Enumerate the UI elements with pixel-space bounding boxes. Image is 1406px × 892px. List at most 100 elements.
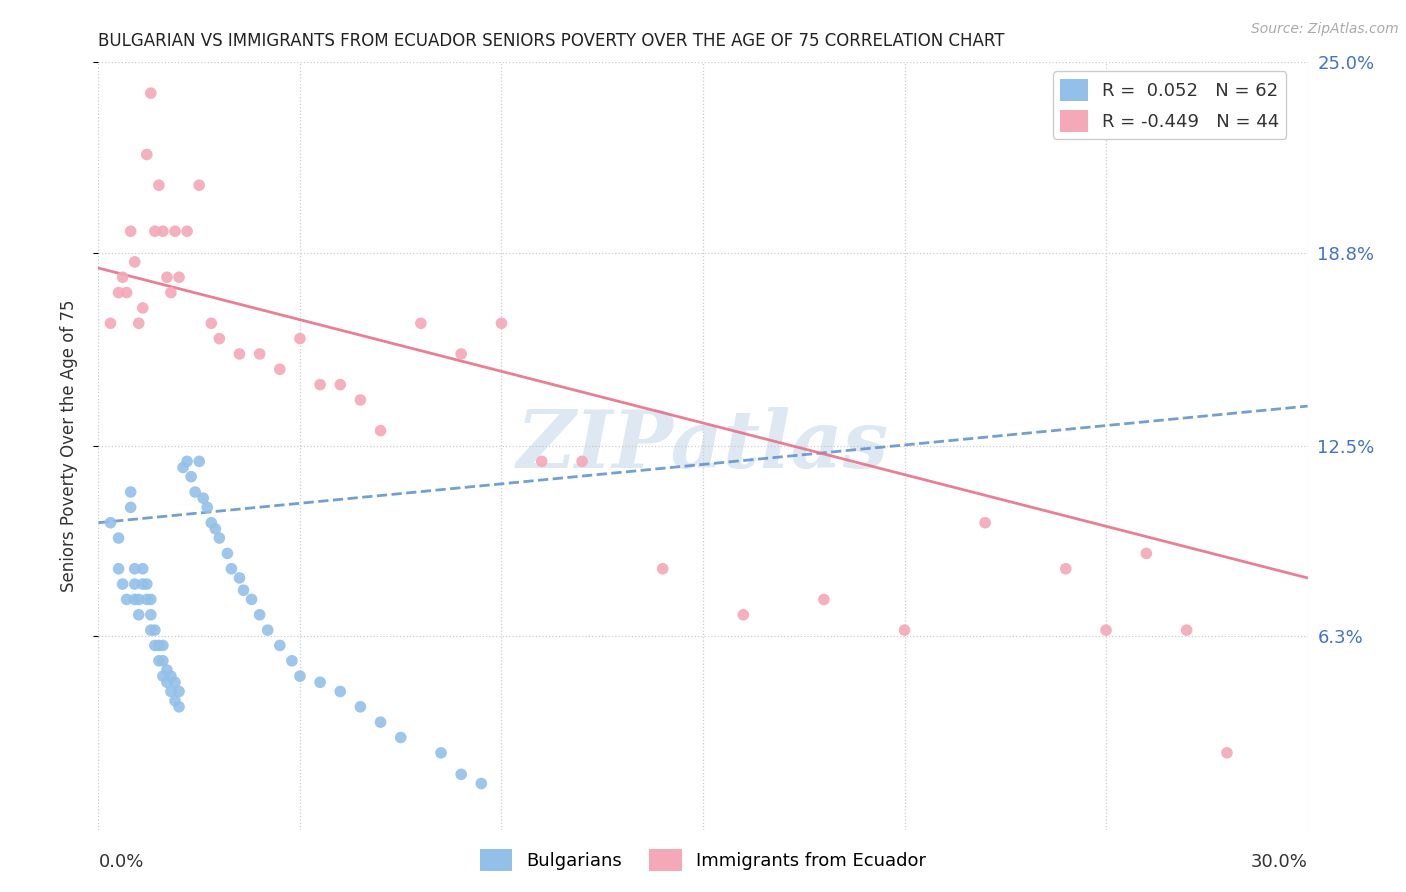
Point [143, 224, 166, 238]
Point [156, 270, 179, 285]
Legend: R =  0.052   N = 62, R = -0.449   N = 44: R = 0.052 N = 62, R = -0.449 N = 44 [1053, 71, 1286, 139]
Point [409, 316, 432, 330]
Text: 0.0%: 0.0% [98, 853, 143, 871]
Point [893, 623, 915, 637]
Point [128, 592, 150, 607]
Point [530, 454, 553, 468]
Point [309, 675, 332, 690]
Point [329, 684, 352, 698]
Point [288, 669, 311, 683]
Point [430, 746, 453, 760]
Point [143, 639, 166, 653]
Point [135, 592, 157, 607]
Point [240, 592, 263, 607]
Point [200, 516, 222, 530]
Point [470, 776, 492, 790]
Point [176, 224, 198, 238]
Point [148, 639, 170, 653]
Point [1175, 623, 1198, 637]
Point [349, 699, 371, 714]
Point [148, 654, 170, 668]
Point [208, 531, 231, 545]
Point [100, 516, 122, 530]
Point [156, 675, 179, 690]
Point [152, 224, 174, 238]
Point [249, 347, 271, 361]
Point [1054, 562, 1077, 576]
Point [132, 577, 155, 591]
Point [370, 715, 392, 730]
Point [204, 522, 226, 536]
Point [269, 362, 291, 376]
Point [163, 675, 186, 690]
Point [733, 607, 755, 622]
Point [232, 583, 254, 598]
Point [124, 255, 146, 269]
Point [160, 669, 183, 683]
Point [135, 147, 157, 161]
Point [124, 592, 146, 607]
Point [156, 663, 179, 677]
Point [172, 460, 194, 475]
Point [176, 454, 198, 468]
Point [152, 639, 174, 653]
Point [256, 623, 278, 637]
Point [107, 285, 129, 300]
Point [309, 377, 332, 392]
Point [228, 347, 250, 361]
Point [115, 592, 138, 607]
Text: 30.0%: 30.0% [1251, 853, 1308, 871]
Point [193, 491, 215, 505]
Point [200, 316, 222, 330]
Point [221, 562, 243, 576]
Point [167, 270, 190, 285]
Point [281, 654, 304, 668]
Point [100, 316, 122, 330]
Point [269, 639, 291, 653]
Point [163, 694, 186, 708]
Point [163, 224, 186, 238]
Point [120, 485, 142, 500]
Point [450, 767, 472, 781]
Point [1135, 546, 1157, 560]
Point [228, 571, 250, 585]
Text: ZIPatlas: ZIPatlas [517, 408, 889, 484]
Point [124, 577, 146, 591]
Point [249, 607, 271, 622]
Point [160, 684, 183, 698]
Point [107, 531, 129, 545]
Point [1095, 623, 1118, 637]
Point [107, 562, 129, 576]
Text: Source: ZipAtlas.com: Source: ZipAtlas.com [1251, 22, 1399, 37]
Point [813, 592, 835, 607]
Point [139, 623, 162, 637]
Point [974, 516, 997, 530]
Point [132, 301, 155, 315]
Point [1216, 746, 1239, 760]
Point [124, 562, 146, 576]
Point [120, 500, 142, 515]
Point [450, 347, 472, 361]
Point [349, 392, 371, 407]
Point [132, 562, 155, 576]
Point [128, 316, 150, 330]
Point [571, 454, 593, 468]
Point [184, 485, 207, 500]
Point [148, 178, 170, 193]
Text: BULGARIAN VS IMMIGRANTS FROM ECUADOR SENIORS POVERTY OVER THE AGE OF 75 CORRELAT: BULGARIAN VS IMMIGRANTS FROM ECUADOR SEN… [98, 32, 1005, 50]
Point [167, 699, 190, 714]
Point [288, 332, 311, 346]
Point [208, 332, 231, 346]
Point [160, 285, 183, 300]
Point [152, 654, 174, 668]
Point [128, 607, 150, 622]
Point [188, 454, 211, 468]
Point [389, 731, 412, 745]
Point [651, 562, 673, 576]
Legend: Bulgarians, Immigrants from Ecuador: Bulgarians, Immigrants from Ecuador [472, 842, 934, 879]
Y-axis label: Seniors Poverty Over the Age of 75: Seniors Poverty Over the Age of 75 [59, 300, 77, 592]
Point [120, 224, 142, 238]
Point [188, 178, 211, 193]
Point [167, 684, 190, 698]
Point [135, 577, 157, 591]
